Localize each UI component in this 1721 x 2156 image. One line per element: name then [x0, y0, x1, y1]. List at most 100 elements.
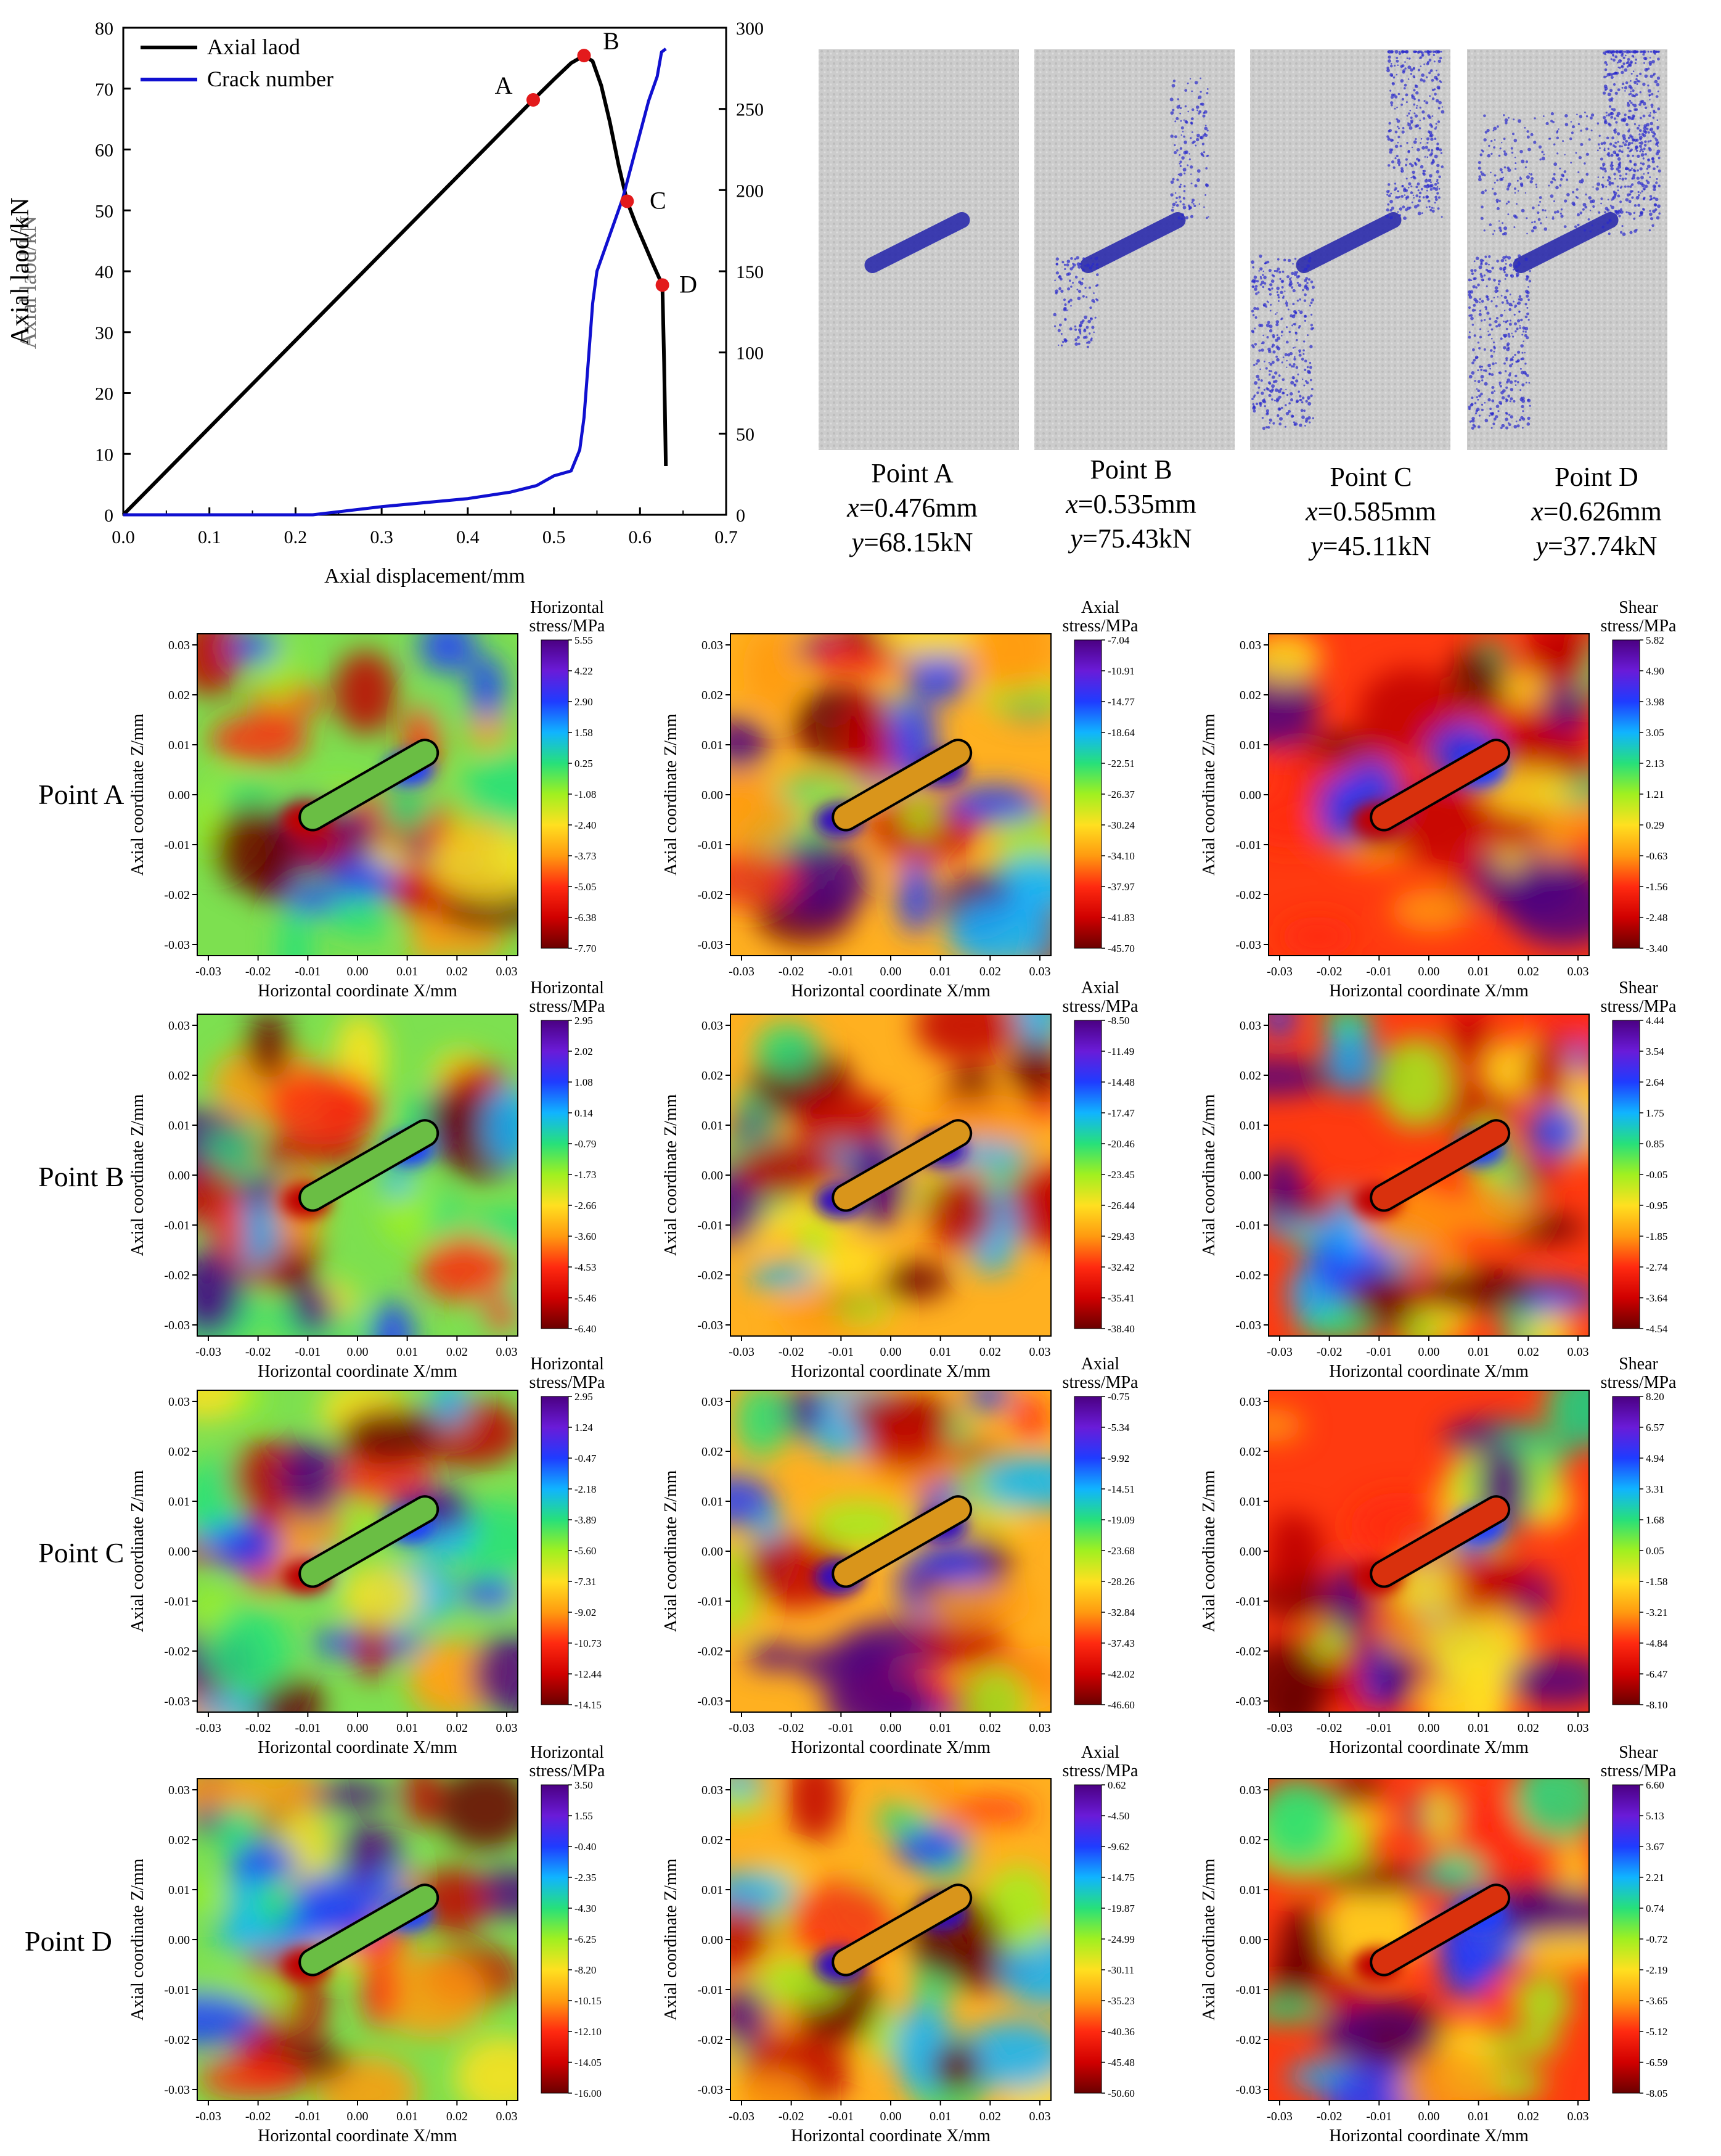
- crack-dot: [1620, 210, 1624, 214]
- crack-dot: [1519, 298, 1523, 301]
- crack-dot: [1262, 400, 1267, 404]
- crack-dot: [1602, 165, 1604, 167]
- crack-dot: [1090, 270, 1093, 272]
- crack-dot: [1585, 127, 1588, 131]
- crack-dot: [1302, 353, 1305, 355]
- crack-dot: [1481, 191, 1485, 195]
- x-axis-label: Horizontal coordinate X/mm: [1329, 1362, 1529, 1381]
- crack-dot: [1402, 126, 1405, 129]
- crack-dot: [1269, 422, 1271, 424]
- crack-dot: [1632, 70, 1635, 72]
- crack-dot: [1580, 129, 1582, 132]
- crack-dot: [1089, 286, 1091, 289]
- crack-dot: [1643, 144, 1647, 147]
- crack-dot: [1096, 273, 1099, 276]
- crack-dot: [1265, 367, 1268, 370]
- crack-dot: [1616, 51, 1619, 53]
- crack-dot: [1507, 332, 1510, 336]
- crack-dot: [1471, 396, 1474, 400]
- crack-dot: [1509, 400, 1511, 403]
- crack-dot: [1636, 75, 1638, 77]
- crack-dot: [1307, 398, 1309, 400]
- crack-dot: [1276, 312, 1278, 314]
- crack-dot: [1281, 317, 1283, 320]
- crack-dot: [1093, 331, 1095, 334]
- crack-dot: [1480, 369, 1483, 371]
- crack-dot: [1277, 296, 1280, 299]
- crack-dot: [1524, 192, 1527, 194]
- stress-blob: [903, 797, 936, 835]
- crack-dot: [1490, 152, 1493, 155]
- crack-dot: [1641, 162, 1645, 166]
- crack-dot: [1479, 301, 1481, 303]
- crack-dot: [1182, 205, 1187, 210]
- y-tick-label: 0.00: [1240, 1933, 1261, 1947]
- crack-dot: [1439, 148, 1442, 152]
- crack-dot: [1608, 218, 1611, 221]
- crack-dot: [1269, 363, 1273, 366]
- crack-dot: [1498, 200, 1501, 202]
- crack-band: [1080, 212, 1186, 273]
- crack-dot: [1290, 414, 1294, 418]
- colorbar-tick-label: -4.50: [1108, 1810, 1129, 1822]
- crack-dot: [1640, 211, 1644, 215]
- y2-tick-label: 150: [736, 262, 764, 282]
- stress-blob: [206, 1608, 291, 1698]
- crack-dot: [1425, 195, 1429, 199]
- crack-dot: [1301, 415, 1305, 419]
- crack-dot: [1471, 427, 1474, 430]
- stress-blob: [743, 634, 801, 711]
- crack-dot: [1637, 126, 1640, 130]
- crack-dot: [1657, 90, 1659, 92]
- crack-dot: [1179, 163, 1181, 165]
- stress-blob: [464, 755, 518, 825]
- crack-dot: [1525, 382, 1527, 383]
- crack-dot: [1658, 184, 1661, 187]
- crack-dot: [1388, 121, 1391, 125]
- crack-dot: [1517, 301, 1521, 305]
- crack-dot: [1656, 83, 1660, 87]
- crack-dot: [1299, 351, 1301, 353]
- x-tick-label: 0.03: [1029, 2110, 1051, 2123]
- crack-dot: [1585, 152, 1589, 156]
- crack-dot: [1205, 184, 1209, 187]
- y-tick-label: -0.03: [1235, 2083, 1261, 2097]
- crack-dot: [1266, 336, 1269, 338]
- y-axis-label: Axial coordinate Z/mm: [661, 1858, 681, 2020]
- x-tick-label: -0.02: [245, 965, 271, 978]
- stress-blob: [1420, 1267, 1536, 1314]
- crack-dot: [1400, 104, 1403, 106]
- crack-dot: [1305, 400, 1308, 403]
- y-tick-label: 0.01: [701, 1883, 723, 1897]
- crack-dot: [1423, 170, 1426, 173]
- colorbar: [1074, 639, 1102, 949]
- crack-dot: [1477, 369, 1479, 372]
- crack-dot: [1277, 407, 1282, 411]
- crack-dot: [1424, 51, 1426, 53]
- crack-dot: [1608, 176, 1611, 179]
- crack-dot: [1505, 263, 1507, 265]
- x-tick-label: 0.00: [347, 1721, 369, 1735]
- crack-dot: [1613, 191, 1616, 194]
- flaw-interior: [1372, 1121, 1508, 1210]
- crack-dot: [1648, 229, 1651, 232]
- crack-dot: [1437, 73, 1440, 76]
- stress-blob: [1269, 1997, 1325, 2023]
- crack-dot: [1202, 114, 1206, 118]
- crack-dot: [1539, 196, 1542, 199]
- crack-dot: [1286, 394, 1289, 396]
- crack-dot: [1265, 261, 1267, 264]
- crack-dot: [1633, 139, 1637, 142]
- crack-dot: [1657, 145, 1659, 147]
- crack-dot: [1615, 121, 1618, 124]
- crack-dot: [1627, 58, 1630, 61]
- colorbar-tick-label: -19.87: [1108, 1903, 1135, 1914]
- blob-layer: [197, 634, 518, 956]
- crack-dot: [1493, 297, 1495, 298]
- crack-dot: [1619, 208, 1623, 211]
- crack-dot: [1470, 403, 1473, 407]
- crack-dot: [1396, 106, 1398, 109]
- crack-dot: [1515, 264, 1518, 269]
- colorbar-tick-label: -35.41: [1108, 1292, 1135, 1304]
- crack-dot: [1170, 180, 1174, 184]
